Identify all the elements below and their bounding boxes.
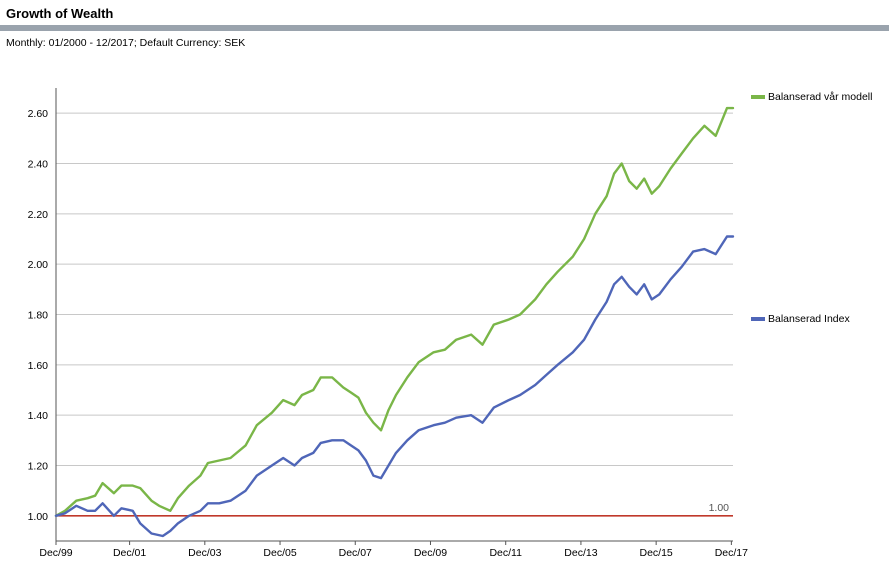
legend-label: Balanserad Index <box>768 313 850 325</box>
series-line-2 <box>54 235 735 538</box>
x-tick-label: Dec/15 <box>640 547 673 559</box>
legend-item-2: Balanserad Index <box>751 313 850 325</box>
y-tick-label: 2.20 <box>28 209 49 221</box>
legend-item-1: Balanserad vår modell <box>751 91 872 103</box>
y-tick-label: 2.60 <box>28 108 49 120</box>
y-tick-label: 1.20 <box>28 461 49 473</box>
x-tick-label: Dec/13 <box>564 547 597 559</box>
y-tick-label: 2.00 <box>28 259 49 271</box>
x-tick-label: Dec/11 <box>489 547 522 559</box>
legend-swatch <box>751 317 765 321</box>
x-tick-label: Dec/99 <box>39 547 72 559</box>
x-tick-label: Dec/17 <box>715 547 748 559</box>
legend-label: Balanserad vår modell <box>768 91 873 103</box>
x-tick-label: Dec/01 <box>113 547 146 559</box>
x-tick-label: Dec/09 <box>414 547 447 559</box>
y-tick-label: 2.40 <box>28 159 49 171</box>
chart-title: Growth of Wealth <box>6 6 114 21</box>
y-tick-label: 1.00 <box>28 511 49 523</box>
chart-subtitle: Monthly: 01/2000 - 12/2017; Default Curr… <box>6 37 246 49</box>
x-tick-label: Dec/07 <box>339 547 372 559</box>
series-line-1 <box>54 106 735 517</box>
y-tick-label: 1.80 <box>28 310 49 322</box>
title-divider <box>0 25 889 31</box>
x-tick-label: Dec/03 <box>188 547 221 559</box>
legend-swatch <box>751 95 765 99</box>
y-tick-label: 1.40 <box>28 410 49 422</box>
reference-line-label: 1.00 <box>709 502 730 514</box>
y-tick-label: 1.60 <box>28 360 49 372</box>
x-tick-label: Dec/05 <box>263 547 296 559</box>
